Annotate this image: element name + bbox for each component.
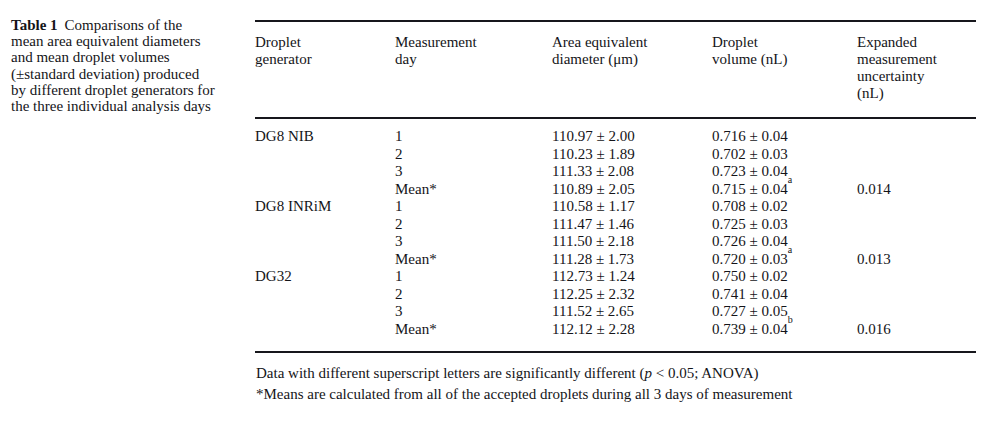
day-cell: Mean*	[395, 321, 552, 353]
table-row: 3 111.33 ± 2.08 0.723 ± 0.04	[255, 163, 976, 181]
caption-line: mean area equivalent diameters	[11, 33, 251, 49]
table-row: 2 112.25 ± 2.32 0.741 ± 0.04	[255, 286, 976, 304]
volume-cell: 0.702 ± 0.03	[712, 146, 857, 164]
footnote-significance: Data with different superscript letters …	[256, 363, 976, 384]
volume-cell: 0.741 ± 0.04	[712, 286, 857, 304]
uncertainty-cell	[857, 163, 976, 181]
column-header-droplet-generator: Droplet generator	[255, 21, 395, 118]
table-row: 2 110.23 ± 1.89 0.702 ± 0.03	[255, 146, 976, 164]
table-header: Droplet generator Measurement day Area e…	[255, 21, 976, 118]
caption-line: and mean droplet volumes	[11, 49, 251, 65]
table-body: DG8 NIB 1 110.97 ± 2.00 0.716 ± 0.04 2 1…	[255, 118, 976, 352]
italic-p: p	[644, 365, 652, 381]
diameter-cell: 110.89 ± 2.05	[552, 181, 712, 199]
uncertainty-cell	[857, 118, 976, 146]
caption-line: by different droplet generators for	[11, 82, 251, 98]
generator-cell	[255, 216, 395, 234]
table-row: DG8 NIB 1 110.97 ± 2.00 0.716 ± 0.04	[255, 118, 976, 146]
uncertainty-cell	[857, 146, 976, 164]
diameter-cell: 111.47 ± 1.46	[552, 216, 712, 234]
day-cell: 3	[395, 303, 552, 321]
generator-cell	[255, 286, 395, 304]
table-row: Mean* 112.12 ± 2.28 0.739 ± 0.04b 0.016	[255, 321, 976, 353]
diameter-cell: 110.97 ± 2.00	[552, 118, 712, 146]
diameter-cell: 110.23 ± 1.89	[552, 146, 712, 164]
diameter-cell: 111.33 ± 2.08	[552, 163, 712, 181]
table-footnotes: Data with different superscript letters …	[256, 363, 976, 404]
volume-cell: 0.725 ± 0.03	[712, 216, 857, 234]
generator-cell: DG32	[255, 268, 395, 286]
caption-text: Comparisons of the	[65, 17, 183, 33]
caption-line: the three individual analysis days	[11, 98, 251, 114]
column-header-droplet-volume: Droplet volume (nL)	[712, 21, 857, 118]
table-row: DG8 INRiM 1 110.58 ± 1.17 0.708 ± 0.02	[255, 198, 976, 216]
volume-cell: 0.715 ± 0.04a	[712, 181, 857, 199]
column-header-expanded-uncertainty: Expanded measurement uncertainty (nL)	[857, 21, 976, 118]
diameter-cell: 111.28 ± 1.73	[552, 251, 712, 269]
uncertainty-cell: 0.014	[857, 181, 976, 199]
day-cell: 3	[395, 233, 552, 251]
volume-cell: 0.720 ± 0.03a	[712, 251, 857, 269]
data-table-zone: Droplet generator Measurement day Area e…	[255, 20, 976, 353]
volume-cell: 0.750 ± 0.02	[712, 268, 857, 286]
uncertainty-cell	[857, 233, 976, 251]
volume-cell: 0.708 ± 0.02	[712, 198, 857, 216]
diameter-cell: 111.52 ± 2.65	[552, 303, 712, 321]
generator-cell	[255, 251, 395, 269]
uncertainty-cell	[857, 198, 976, 216]
generator-cell	[255, 303, 395, 321]
uncertainty-cell	[857, 286, 976, 304]
column-header-measurement-day: Measurement day	[395, 21, 552, 118]
table-row: 3 111.50 ± 2.18 0.726 ± 0.04	[255, 233, 976, 251]
generator-cell	[255, 163, 395, 181]
table-row: Mean* 110.89 ± 2.05 0.715 ± 0.04a 0.014	[255, 181, 976, 199]
significance-superscript: b	[788, 314, 793, 325]
comparison-table: Droplet generator Measurement day Area e…	[255, 20, 976, 353]
diameter-cell: 112.25 ± 2.32	[552, 286, 712, 304]
generator-cell	[255, 146, 395, 164]
day-cell: 2	[395, 286, 552, 304]
table-caption: Table 1 Comparisons of the mean area equi…	[11, 17, 251, 114]
day-cell: 1	[395, 198, 552, 216]
caption-line: Table 1 Comparisons of the	[11, 17, 251, 33]
generator-cell: DG8 INRiM	[255, 198, 395, 216]
day-cell: 2	[395, 146, 552, 164]
diameter-cell: 112.12 ± 2.28	[552, 321, 712, 353]
diameter-cell: 111.50 ± 2.18	[552, 233, 712, 251]
uncertainty-cell	[857, 268, 976, 286]
uncertainty-cell: 0.013	[857, 251, 976, 269]
day-cell: 3	[395, 163, 552, 181]
volume-cell: 0.716 ± 0.04	[712, 118, 857, 146]
day-cell: Mean*	[395, 251, 552, 269]
day-cell: 2	[395, 216, 552, 234]
footnote-means: *Means are calculated from all of the ac…	[256, 384, 976, 405]
diameter-cell: 110.58 ± 1.17	[552, 198, 712, 216]
caption-line: (±standard deviation) produced	[11, 66, 251, 82]
generator-cell	[255, 181, 395, 199]
uncertainty-cell	[857, 303, 976, 321]
volume-cell: 0.739 ± 0.04b	[712, 321, 857, 353]
significance-superscript: a	[788, 174, 792, 185]
uncertainty-cell	[857, 216, 976, 234]
generator-cell: DG8 NIB	[255, 118, 395, 146]
generator-cell	[255, 233, 395, 251]
day-cell: 1	[395, 118, 552, 146]
table-row: Mean* 111.28 ± 1.73 0.720 ± 0.03a 0.013	[255, 251, 976, 269]
day-cell: Mean*	[395, 181, 552, 199]
significance-superscript: a	[788, 244, 792, 255]
table-row: 2 111.47 ± 1.46 0.725 ± 0.03	[255, 216, 976, 234]
header-row: Droplet generator Measurement day Area e…	[255, 21, 976, 118]
day-cell: 1	[395, 268, 552, 286]
diameter-cell: 112.73 ± 1.24	[552, 268, 712, 286]
volume-cell: 0.723 ± 0.04	[712, 163, 857, 181]
caption-label: Table 1	[11, 17, 58, 33]
table-row: DG32 1 112.73 ± 1.24 0.750 ± 0.02	[255, 268, 976, 286]
generator-cell	[255, 321, 395, 353]
column-header-area-equivalent-diameter: Area equivalent diameter (μm)	[552, 21, 712, 118]
uncertainty-cell: 0.016	[857, 321, 976, 353]
volume-cell: 0.726 ± 0.04	[712, 233, 857, 251]
table-row: 3 111.52 ± 2.65 0.727 ± 0.05	[255, 303, 976, 321]
volume-cell: 0.727 ± 0.05	[712, 303, 857, 321]
